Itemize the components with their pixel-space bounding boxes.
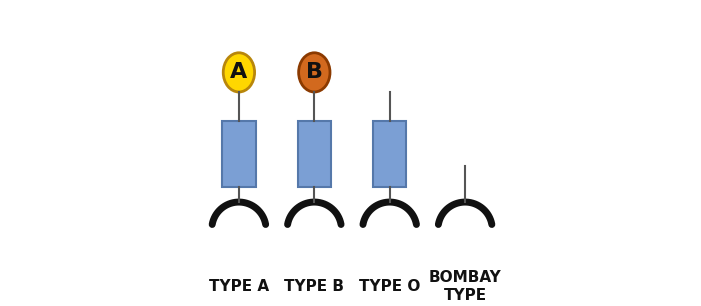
FancyBboxPatch shape — [222, 121, 255, 187]
FancyBboxPatch shape — [373, 121, 407, 187]
Ellipse shape — [299, 53, 330, 92]
Ellipse shape — [223, 53, 254, 92]
Text: TYPE A: TYPE A — [209, 279, 269, 294]
Text: BOMBAY
TYPE: BOMBAY TYPE — [429, 270, 501, 303]
Text: TYPE O: TYPE O — [359, 279, 421, 294]
Text: B: B — [306, 62, 322, 82]
FancyBboxPatch shape — [298, 121, 331, 187]
Text: A: A — [231, 62, 247, 82]
Text: TYPE B: TYPE B — [285, 279, 344, 294]
